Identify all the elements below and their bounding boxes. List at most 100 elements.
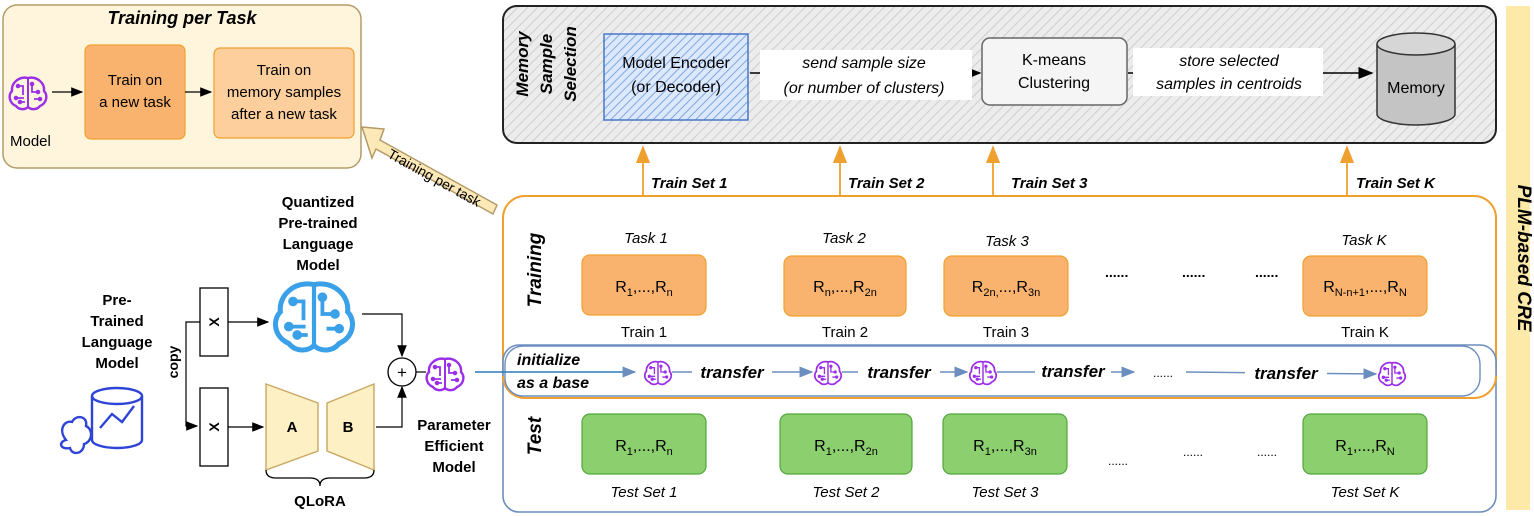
quantized-line4: Model (296, 257, 339, 274)
task-2: Task 2 Rn,...,R2n Train 2 (783, 230, 907, 341)
test-2: R1,...,R2n Test Set 2 (779, 413, 913, 501)
task-title: Task 1 (624, 230, 668, 247)
test-set-label: Test Set 3 (972, 484, 1040, 501)
mss-title-1: Memory (513, 30, 532, 97)
pem-brain-icon (425, 357, 465, 392)
x-lora-box (199, 387, 229, 467)
test-dots-2: ...... (1183, 445, 1203, 459)
task-title: Task 3 (985, 233, 1029, 250)
x-lora-label: X (206, 422, 222, 432)
train-new-task-box (84, 44, 186, 140)
train-memory-samples-box (213, 47, 355, 139)
task-1: Task 1 R1,...,Rn Train 1 (581, 230, 707, 341)
lora-a-label: A (287, 419, 298, 436)
task-k: Task K RN-n+1,...,RN Train K (1302, 232, 1428, 341)
test-relations: R1,...,RN (1335, 438, 1394, 458)
test-set-label: Test Set K (1331, 484, 1401, 501)
test-relations: R1,...,Rn (615, 438, 673, 458)
pretrained-model-icon (59, 386, 144, 455)
transfer-label-3: transfer (1041, 362, 1106, 381)
kmeans-line2: Clustering (1018, 75, 1090, 92)
task-title: Task K (1341, 232, 1387, 249)
transfer-dots: ...... (1153, 366, 1173, 380)
test-set-label: Test Set 2 (813, 484, 881, 501)
side-label: PLM-based CRE (1513, 185, 1534, 333)
transfer-label-4: transfer (1254, 364, 1319, 383)
test-relation-box (1302, 413, 1428, 475)
send-label-1: send sample size (802, 55, 926, 72)
quantized-line2: Pre-trained (278, 215, 357, 232)
store-label-2: samples in centroids (1156, 76, 1302, 93)
train-set-2: Train Set 2 (848, 175, 925, 192)
training-per-task-arrow-label: Training per task (385, 145, 484, 210)
training-per-task-arrow: Training per task (360, 126, 498, 216)
lora-a-block (265, 382, 319, 472)
task-relation-box (783, 255, 907, 317)
test-relations: R1,...,R3n (973, 438, 1037, 458)
task-relation-box (943, 255, 1069, 317)
task-relations: R2n,...,R3n (972, 279, 1040, 299)
test-3: R1,...,R3n Test Set 3 (942, 413, 1068, 501)
task-title: Task 2 (822, 230, 866, 247)
test-dots-3: ...... (1257, 445, 1277, 459)
quantized-brain-icon (275, 284, 352, 350)
task-relation-box (581, 254, 707, 316)
memory-cylinder (1376, 32, 1456, 126)
quantized-line3: Language (283, 236, 354, 253)
pem-line1: Parameter (417, 417, 491, 434)
test-set-label: Test Set 1 (611, 484, 678, 501)
task-relation-box (1302, 255, 1428, 317)
mss-title-3: Selection (561, 26, 580, 102)
quantized-line1: Quantized (282, 194, 355, 211)
kmeans-box (981, 37, 1128, 106)
train-label: Train 1 (621, 324, 667, 341)
training-per-task-title: Training per Task (107, 8, 257, 28)
send-label-2: (or number of clusters) (784, 80, 945, 97)
test-1: R1,...,Rn Test Set 1 (581, 413, 707, 501)
task-relations: R1,...,Rn (615, 279, 673, 299)
encoder-line2: (or Decoder) (631, 79, 721, 96)
training-per-task-panel: Training per Task Model Train on a new t… (2, 4, 362, 169)
lora-b-label: B (343, 419, 354, 436)
initialize-line1: initialize (517, 352, 580, 369)
transfer-label-2: transfer (867, 363, 932, 382)
model-encoder-box (603, 33, 749, 121)
pem-line3: Model (432, 459, 475, 476)
encoder-line1: Model Encoder (622, 55, 730, 72)
test-relations: R1,...,R2n (814, 438, 878, 458)
x-quant-label: X (206, 317, 222, 327)
memory-sample-selection-panel: Memory Sample Selection Model Encoder (o… (502, 5, 1497, 144)
train-label: Train 2 (822, 324, 868, 341)
test-label: Test (525, 416, 546, 455)
train-set-3: Train Set 3 (1011, 175, 1088, 192)
mss-title-2: Sample (537, 34, 556, 94)
test-relation-box (779, 413, 913, 475)
pem-line2: Efficient (424, 438, 483, 455)
step2-line3: after a new task (231, 106, 337, 123)
train-set-1: Train Set 1 (651, 175, 727, 192)
qlora-label: QLoRA (294, 493, 346, 510)
test-k: R1,...,RN Test Set K (1302, 413, 1428, 501)
sum-symbol: + (397, 363, 407, 382)
side-band (1506, 6, 1530, 510)
train-set-arrows (635, 145, 1355, 196)
step2-line2: memory samples (227, 84, 341, 101)
step1-line1: Train on (108, 72, 162, 89)
model-label: Model (10, 133, 51, 150)
pretrained-line4: Model (95, 355, 138, 372)
step2-line1: Train on (257, 62, 311, 79)
pretrained-line3: Language (82, 334, 153, 351)
task-dots-3: ...... (1255, 264, 1278, 280)
store-label-1: store selected (1179, 53, 1280, 70)
test-dots-1: ...... (1108, 454, 1128, 468)
task-dots-2: ...... (1182, 264, 1205, 280)
train-label: Train K (1341, 324, 1389, 341)
test-relation-box (942, 413, 1068, 475)
task-relations: Rn,...,R2n (813, 279, 877, 299)
train-set-k: Train Set K (1356, 175, 1436, 192)
initialize-line2: as a base (517, 375, 589, 392)
transfer-row (504, 345, 1481, 397)
train-label: Train 3 (983, 324, 1029, 341)
task-dots-1: ...... (1105, 264, 1128, 280)
